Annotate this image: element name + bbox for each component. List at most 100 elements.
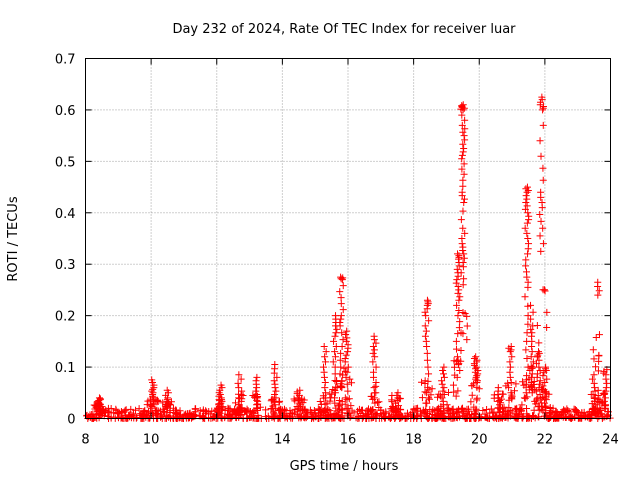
x-tick-label: 8 [81, 433, 89, 448]
data-point [275, 413, 283, 421]
data-point [152, 397, 160, 405]
data-point [341, 367, 349, 375]
data-point [523, 195, 531, 203]
data-point [271, 391, 279, 398]
data-point [455, 252, 463, 260]
data-point [304, 410, 312, 418]
data-point [421, 332, 429, 340]
data-point [533, 321, 541, 329]
data-point [140, 410, 148, 418]
data-point [511, 405, 519, 413]
y-tick-label: 0 [67, 413, 75, 428]
data-point [331, 348, 339, 356]
data-point [269, 402, 277, 410]
data-point [209, 414, 217, 422]
y-tick-label: 0.3 [55, 258, 76, 273]
data-point [440, 373, 448, 381]
data-point [459, 207, 467, 215]
data-point [458, 155, 466, 163]
data-point [173, 409, 181, 417]
data-point [459, 330, 467, 338]
data-point [599, 399, 607, 407]
data-point [436, 392, 444, 400]
data-point [395, 395, 403, 403]
data-point [321, 353, 329, 361]
data-point [235, 390, 243, 398]
data-point [191, 405, 199, 413]
data-point [457, 357, 465, 365]
data-point [457, 329, 465, 337]
data-point [341, 355, 349, 362]
data-point [506, 348, 514, 356]
data-point [459, 101, 467, 109]
data-point [163, 404, 171, 412]
data-point [473, 383, 481, 391]
data-point [423, 356, 431, 364]
data-point [522, 346, 530, 354]
data-point [271, 380, 279, 388]
data-point [342, 351, 350, 359]
data-point [331, 413, 339, 421]
data-point [470, 380, 478, 388]
data-point [522, 199, 530, 206]
data-point [339, 282, 347, 290]
data-point [594, 367, 602, 375]
data-point [282, 413, 290, 421]
data-point [276, 405, 284, 413]
data-point [347, 402, 355, 410]
data-point [538, 386, 546, 394]
data-point [267, 397, 275, 405]
data-point [326, 397, 334, 405]
data-point [541, 287, 549, 295]
data-point [237, 375, 245, 383]
data-point [169, 404, 177, 412]
data-point [532, 400, 540, 408]
data-point [338, 343, 346, 350]
data-point [467, 398, 475, 406]
data-point [527, 362, 535, 370]
data-point [454, 250, 462, 258]
data-point [508, 408, 516, 416]
data-point [470, 355, 478, 362]
data-point [323, 399, 331, 407]
data-point [436, 408, 444, 416]
data-point [459, 281, 467, 289]
data-point [298, 406, 306, 414]
data-point [542, 367, 550, 374]
data-point [595, 351, 603, 359]
labels-layer: 8 10 12 14 16 18 20 22 24 0 0.1 0.2 0.3 0.4 0.5 0.6 0.7 [55, 53, 619, 448]
data-point [524, 250, 532, 258]
data-point [502, 413, 510, 421]
data-point [152, 410, 160, 418]
data-point [341, 400, 349, 408]
data-point [490, 391, 498, 399]
data-point [320, 343, 328, 350]
data-point [358, 406, 366, 414]
data-point [522, 185, 530, 193]
data-point [343, 327, 351, 335]
data-point [172, 410, 180, 418]
data-point [368, 392, 376, 400]
data-point [455, 324, 463, 332]
data-point [219, 403, 227, 411]
data-point [341, 394, 349, 402]
data-point [537, 217, 545, 225]
data-point [367, 407, 375, 415]
data-point [160, 409, 168, 417]
data-point [599, 413, 607, 421]
data-point [345, 409, 353, 417]
data-point [408, 408, 416, 416]
data-point [397, 406, 405, 414]
data-point [440, 363, 448, 371]
data-point [144, 397, 152, 405]
data-point [571, 413, 579, 421]
data-point [164, 403, 172, 411]
data-point [289, 413, 297, 421]
data-point [454, 387, 462, 395]
data-point [537, 385, 545, 393]
data-point [375, 404, 383, 412]
data-point [542, 363, 550, 371]
data-point [459, 182, 467, 190]
data-point [316, 397, 324, 405]
data-point [506, 358, 514, 366]
